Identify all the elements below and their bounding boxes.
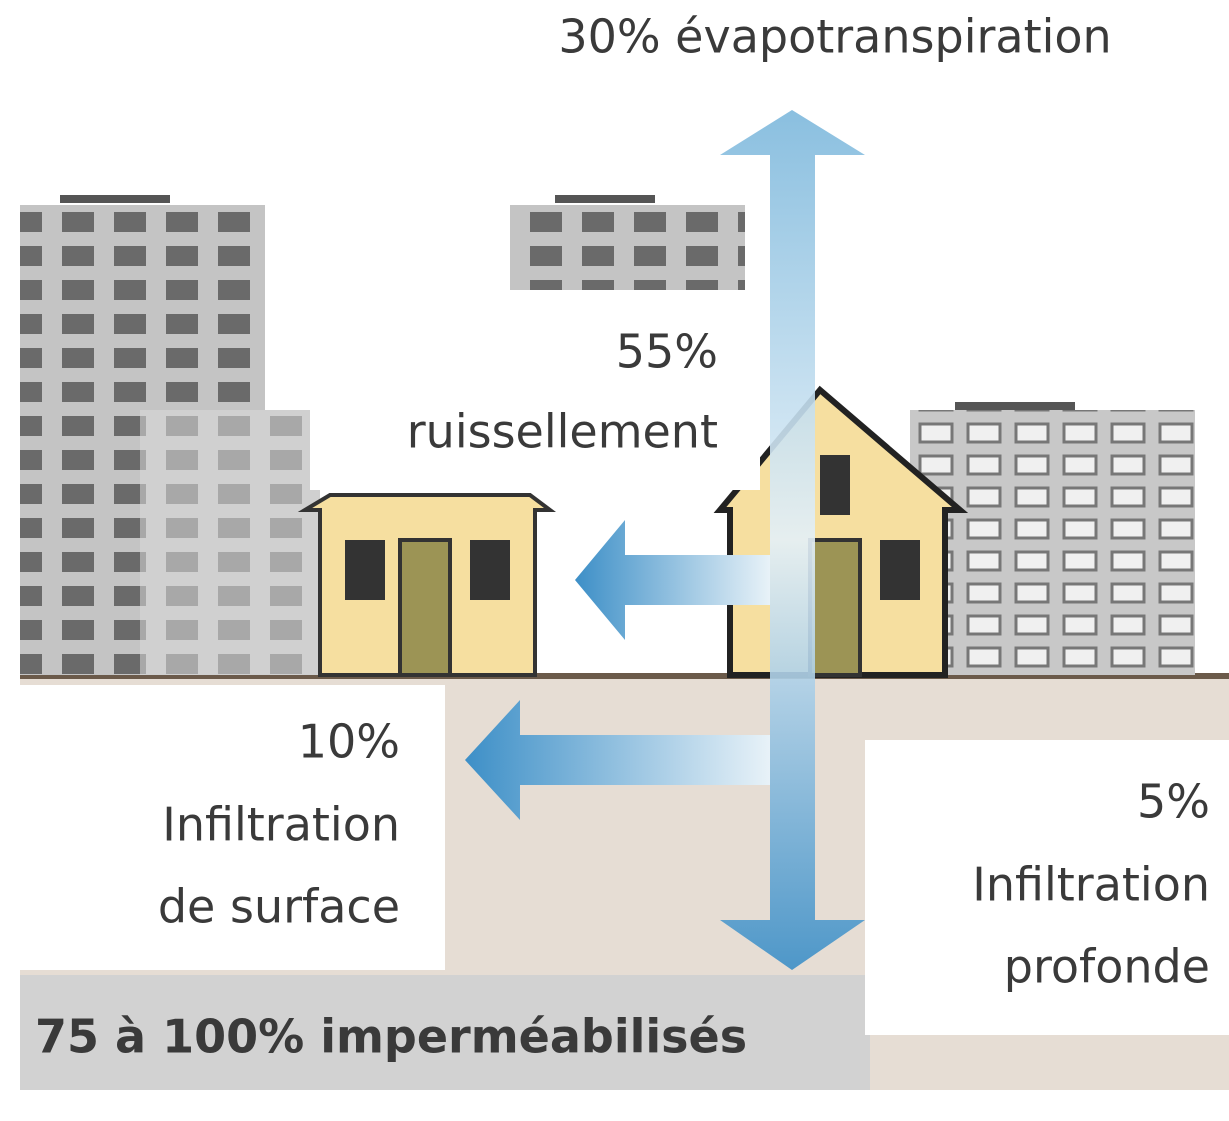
runoff-percent: 55% (616, 325, 718, 379)
surface-label: de surface (158, 880, 400, 934)
surface-label: Infiltration (162, 798, 400, 852)
surface-percent: 10% (298, 715, 400, 769)
footer: 75 à 100% imperméabilisés (35, 1010, 747, 1064)
runoff-box (310, 290, 760, 490)
deep-label: profonde (1004, 940, 1210, 994)
diagram: 30% évapotranspiration 55% ruissellement… (0, 0, 1229, 1121)
deep-label: Infiltration (972, 858, 1210, 912)
runoff-label: ruissellement (407, 405, 718, 459)
deep-percent: 5% (1137, 775, 1210, 829)
title: 30% évapotranspiration (558, 10, 1111, 64)
